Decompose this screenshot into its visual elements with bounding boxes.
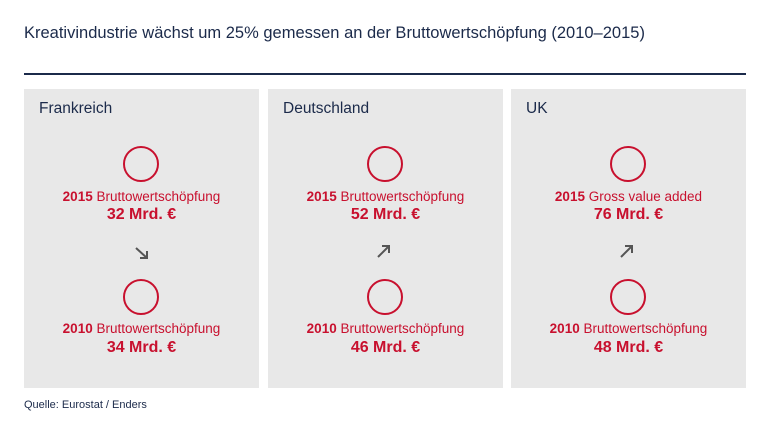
panel-uk: UK 2015 Gross value added 76 Mrd. € 2010…: [511, 89, 746, 388]
label-2010: 2010 Bruttowertschöpfung: [62, 321, 221, 336]
circle-2015-icon: [123, 146, 159, 182]
circle-2010-icon: [610, 279, 646, 315]
value-2015: 32 Mrd. €: [106, 206, 177, 223]
circle-2010-icon: [367, 279, 403, 315]
title-divider: [24, 73, 746, 75]
value-2010: 34 Mrd. €: [106, 339, 177, 356]
label-2015: 2015 Gross value added: [554, 189, 703, 204]
circle-2010-icon: [123, 279, 159, 315]
country-name: Frankreich: [39, 100, 113, 117]
label-2015: 2015 Bruttowertschöpfung: [306, 189, 465, 204]
source-note: Quelle: Eurostat / Enders: [24, 399, 147, 411]
arrow-down-right-icon: [135, 247, 148, 259]
value-2015: 76 Mrd. €: [593, 206, 664, 223]
arrow-up-right-icon: [377, 245, 390, 258]
panel-frankreich: Frankreich 2015 Bruttowertschöpfung 32 M…: [24, 89, 259, 388]
country-name: Deutschland: [283, 100, 370, 117]
panel-deutschland: Deutschland 2015 Bruttowertschöpfung 52 …: [268, 89, 503, 388]
country-name: UK: [526, 100, 548, 117]
value-2010: 48 Mrd. €: [593, 339, 664, 356]
chart-title: Kreativindustrie wächst um 25% gemessen …: [24, 24, 645, 42]
arrow-up-right-icon: [620, 245, 633, 258]
value-2010: 46 Mrd. €: [350, 339, 421, 356]
circle-2015-icon: [367, 146, 403, 182]
value-2015: 52 Mrd. €: [350, 206, 421, 223]
label-2015: 2015 Bruttowertschöpfung: [62, 189, 221, 204]
circle-2015-icon: [610, 146, 646, 182]
label-2010: 2010 Bruttowertschöpfung: [549, 321, 708, 336]
label-2010: 2010 Bruttowertschöpfung: [306, 321, 465, 336]
